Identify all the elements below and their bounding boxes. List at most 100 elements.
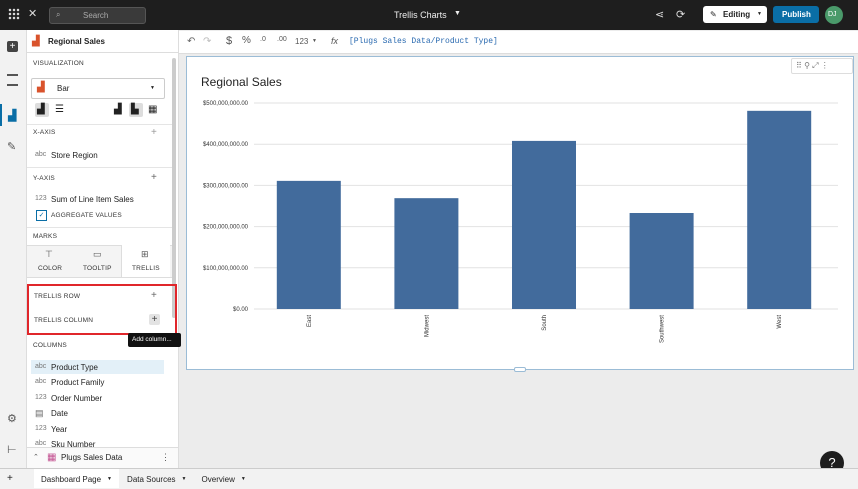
field-name[interactable]: Date bbox=[51, 409, 68, 419]
marks-tab[interactable]: TOOLTIP bbox=[83, 265, 112, 272]
tab-bar: + Dashboard Page ▼ Data Sources ▼ Overview ▼ bbox=[0, 468, 858, 489]
bar bbox=[512, 140, 576, 309]
checkbox-label: AGGREGATE VALUES bbox=[51, 212, 122, 219]
field-type: 123 bbox=[35, 195, 47, 202]
tree-icon[interactable]: ⊢ bbox=[7, 444, 17, 456]
field-type: abc bbox=[35, 151, 47, 158]
field-name[interactable]: Product Type bbox=[51, 363, 98, 372]
icon-rail: + ▟ ✎ ⚙ ⊢ bbox=[0, 30, 27, 468]
bar-horizontal[interactable]: ☰ bbox=[55, 104, 64, 115]
element-icon: ▟ bbox=[32, 36, 40, 47]
field-name: Store Region bbox=[51, 151, 98, 160]
page-tab[interactable]: Data Sources bbox=[127, 475, 176, 484]
field-type: 123 bbox=[35, 393, 47, 401]
share-icon[interactable]: ⋖ bbox=[655, 9, 665, 21]
mode-label: Editing bbox=[723, 10, 751, 19]
settings-icon[interactable]: ⚙ bbox=[7, 413, 17, 425]
undo[interactable]: ↶ bbox=[187, 36, 196, 47]
viz-dropdown[interactable]: ▟ Bar ▼ bbox=[31, 78, 165, 99]
formula[interactable]: [Plugs Sales Data/Product Type] bbox=[349, 37, 498, 46]
format-button[interactable]: $ bbox=[226, 35, 233, 47]
bar bbox=[629, 213, 694, 309]
avatar[interactable]: DJ bbox=[825, 6, 843, 24]
add-icon[interactable]: + bbox=[7, 41, 18, 52]
format-button[interactable]: .0 bbox=[260, 36, 266, 43]
document-title[interactable]: Trellis Charts bbox=[394, 10, 447, 20]
section-label: TRELLIS ROW bbox=[34, 293, 81, 300]
element-title: Regional Sales bbox=[48, 37, 105, 46]
checkbox[interactable]: ✓ bbox=[36, 210, 47, 221]
format-button[interactable]: % bbox=[242, 35, 251, 46]
field-name[interactable]: Sku Number bbox=[51, 440, 96, 449]
x-tick-label: West bbox=[777, 315, 783, 329]
selected-row bbox=[31, 360, 164, 374]
format-button[interactable]: 123 bbox=[295, 37, 309, 46]
marks-tab[interactable]: COLOR bbox=[38, 265, 63, 272]
field-name[interactable]: Order Number bbox=[51, 393, 103, 403]
tab-caret: ▼ bbox=[240, 476, 246, 482]
publish-button[interactable]: Publish bbox=[773, 6, 819, 23]
list-icon[interactable] bbox=[7, 74, 18, 86]
section-label: VISUALIZATION bbox=[33, 60, 84, 67]
section-label: MARKS bbox=[33, 233, 58, 240]
resize-handle[interactable] bbox=[514, 367, 526, 372]
source-bar: ⌃ ▦ Plugs Sales Data ⋮ bbox=[27, 447, 178, 468]
formula-bar: ↶ ↷ $ % .0 .00 123 ▼ fx [Plugs Sales Dat… bbox=[179, 31, 858, 54]
y-tick-label: $300,000,000.00 bbox=[203, 183, 249, 189]
fx-icon: fx bbox=[331, 36, 339, 46]
bar-orientation[interactable]: ▟ bbox=[35, 103, 49, 117]
bar-grouped[interactable]: ▟ bbox=[114, 104, 122, 115]
field-type: abc bbox=[35, 378, 47, 386]
add-button[interactable]: + bbox=[151, 172, 157, 183]
x-tick-label: Midwest bbox=[424, 315, 430, 337]
y-tick-label: $0.00 bbox=[233, 307, 249, 313]
scrollbar[interactable] bbox=[172, 58, 176, 318]
add-page[interactable]: + bbox=[7, 473, 13, 484]
search-placeholder: Search bbox=[83, 11, 109, 20]
field-type: abc bbox=[35, 440, 47, 447]
chart: Regional Sales $0.00 $100,000,000.00 $200,… bbox=[201, 75, 838, 343]
redo[interactable]: ↷ bbox=[203, 36, 212, 47]
publish-label: Publish bbox=[782, 10, 811, 19]
sync-icon[interactable]: ⟳ bbox=[676, 9, 686, 21]
x-tick-label: Southwest bbox=[660, 315, 666, 343]
marks-tab[interactable]: TRELLIS bbox=[132, 265, 160, 272]
bar-stacked[interactable]: ▙ bbox=[129, 103, 143, 117]
page-tab[interactable]: Dashboard Page bbox=[41, 475, 102, 484]
section-label: X-AXIS bbox=[33, 129, 56, 136]
top-bar: ✕ ⌕ Search Trellis Charts ▼ ⋖ ⟳ ✎ Editin… bbox=[0, 0, 858, 30]
chart-icon[interactable]: ▟ bbox=[0, 104, 28, 126]
section-label: COLUMNS bbox=[33, 342, 67, 349]
tooltip: Add column... bbox=[128, 333, 181, 347]
chart-toolbar: ⠿ ⚲ ⤢ ⋮ bbox=[791, 58, 853, 74]
brush-icon[interactable]: ✎ bbox=[7, 141, 17, 153]
divider bbox=[27, 227, 172, 228]
field-type: abc bbox=[35, 363, 47, 370]
add-button[interactable]: + bbox=[151, 127, 157, 138]
section-label: Y-AXIS bbox=[33, 175, 55, 182]
title-caret: ▼ bbox=[454, 10, 461, 17]
mode-button[interactable]: ✎ Editing ▼ bbox=[703, 6, 767, 23]
page-tab[interactable]: Overview bbox=[201, 475, 235, 484]
x-tick-label: East bbox=[307, 315, 313, 327]
tab-caret: ▼ bbox=[181, 476, 187, 482]
field-type: 123 bbox=[35, 424, 47, 432]
bar-percent[interactable]: ▦ bbox=[148, 104, 158, 115]
source-name[interactable]: Plugs Sales Data bbox=[61, 453, 123, 462]
field-name[interactable]: Product Family bbox=[51, 378, 105, 388]
panel-header-line bbox=[27, 52, 178, 53]
bar bbox=[394, 198, 459, 309]
add-column-button[interactable]: + bbox=[149, 314, 160, 325]
y-tick-label: $200,000,000.00 bbox=[203, 225, 249, 231]
add-button[interactable]: + bbox=[151, 290, 157, 301]
tooltip-text: Add column... bbox=[132, 336, 172, 343]
search-box[interactable]: ⌕ Search bbox=[49, 7, 146, 24]
format-button[interactable]: .00 bbox=[277, 36, 287, 43]
apps-icon[interactable] bbox=[8, 8, 20, 20]
date-icon: ▤ bbox=[35, 408, 44, 419]
logo[interactable]: ✕ bbox=[28, 8, 38, 20]
divider bbox=[27, 124, 172, 125]
y-tick-label: $400,000,000.00 bbox=[203, 142, 249, 148]
field-name[interactable]: Year bbox=[51, 424, 68, 434]
